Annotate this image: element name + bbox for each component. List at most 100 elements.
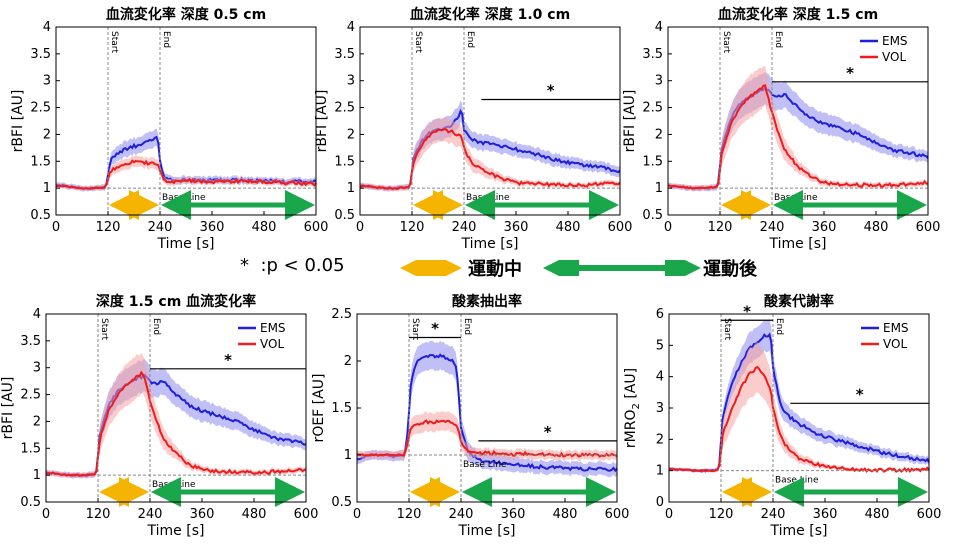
baseline-label: Base Line [152, 480, 196, 490]
significance-star: * [224, 351, 232, 369]
significance-star: * [547, 82, 555, 100]
y-tick-label: 2.5 [642, 101, 663, 116]
x-axis-label: Time [s] [157, 236, 215, 252]
x-tick-label: 240 [761, 507, 786, 522]
x-tick-label: 240 [148, 220, 173, 235]
x-tick-label: 480 [865, 507, 890, 522]
x-tick-label: 360 [813, 507, 838, 522]
y-tick-label: 2.5 [20, 388, 41, 403]
chart-panel-1: 血流変化率 深度 0.5 cm Start End Base Line 0 120 240 3… [10, 6, 328, 252]
y-axis-label: rBFI [AU] [622, 90, 638, 153]
baseline-label: Base Line [162, 193, 206, 203]
x-tick-label: 0 [52, 220, 60, 235]
y-axis-label: rOEF [AU] [311, 374, 327, 443]
y-tick-label: 2 [656, 432, 664, 447]
y-tick-label: 1 [43, 181, 51, 196]
start-label: Start [109, 31, 119, 53]
y-tick-label: 2 [43, 127, 51, 142]
after-arrow-legend [543, 260, 701, 276]
x-tick-label: 600 [916, 220, 941, 235]
y-tick-label: 1.5 [331, 401, 352, 416]
significance-star: * [743, 302, 751, 320]
legend-label-ems: EMS [883, 321, 909, 335]
series-band-vol [46, 352, 306, 479]
y-tick-label: 3.5 [30, 47, 51, 62]
during-exercise-label: 運動中 [468, 259, 522, 280]
plot-frame [359, 26, 621, 216]
significance-star: * [856, 385, 864, 403]
y-tick-label: 0.5 [331, 495, 352, 510]
x-axis-label: Time [s] [461, 236, 519, 252]
after-exercise-label: 運動後 [703, 259, 757, 280]
x-tick-label: 240 [760, 220, 785, 235]
start-label: Start [721, 31, 731, 53]
x-tick-label: 480 [252, 220, 277, 235]
x-tick-label: 0 [42, 507, 50, 522]
y-axis-label: rBFI [AU] [314, 90, 330, 153]
chart-title: 酸素代謝率 [764, 293, 834, 310]
series-line-vol [668, 366, 930, 473]
x-tick-label: 120 [708, 220, 733, 235]
end-label: End [774, 318, 784, 335]
legend-label-ems: EMS [260, 321, 286, 335]
y-tick-label: 2 [33, 414, 41, 429]
y-tick-label: 3 [655, 74, 663, 89]
during-arrow-legend [400, 260, 462, 276]
plot-frame [667, 26, 929, 216]
x-tick-label: 0 [665, 507, 673, 522]
y-tick-label: 0.5 [30, 208, 51, 223]
y-tick-label: 5 [656, 338, 664, 353]
y-tick-label: 1 [347, 181, 355, 196]
x-tick-label: 360 [190, 507, 215, 522]
baseline-label: Base Line [775, 476, 819, 486]
legend-label-vol: VOL [260, 337, 284, 351]
x-tick-label: 0 [353, 507, 361, 522]
significance-legend: * :p < 0.05 [240, 255, 345, 276]
y-tick-label: 1.5 [642, 154, 663, 169]
plot-frame [45, 313, 307, 503]
y-tick-label: 1 [656, 464, 664, 479]
plot-frame [55, 26, 317, 216]
end-label: End [773, 31, 783, 48]
y-tick-label: 3.5 [20, 334, 41, 349]
start-label: Start [99, 318, 109, 340]
y-tick-label: 3 [347, 74, 355, 89]
y-tick-label: 4 [347, 20, 355, 35]
significance-star: * [431, 320, 439, 338]
legend-label-ems: EMS [882, 34, 908, 48]
y-axis-label: rMRO2 [AU] [623, 368, 642, 448]
x-tick-label: 600 [608, 220, 633, 235]
significance-star: * [846, 64, 854, 82]
x-tick-label: 240 [138, 507, 163, 522]
y-tick-label: 6 [656, 307, 664, 322]
chart-title: 血流変化率 深度 0.5 cm [106, 6, 266, 23]
series-line-vol [56, 159, 317, 190]
chart-panel-5: 酸素抽出率 Start End Base Line * * 0 120 240 360 480 600… [311, 293, 629, 539]
y-tick-label: 1.5 [30, 154, 51, 169]
x-axis-label: Time [s] [769, 236, 827, 252]
y-tick-label: 3 [33, 361, 41, 376]
x-tick-label: 360 [501, 507, 526, 522]
chart-title: 血流変化率 深度 1.0 cm [410, 6, 570, 23]
x-tick-label: 240 [452, 220, 477, 235]
y-tick-label: 2 [344, 354, 352, 369]
x-tick-label: 600 [294, 507, 319, 522]
x-tick-label: 360 [812, 220, 837, 235]
x-tick-label: 480 [556, 220, 581, 235]
y-tick-label: 0.5 [20, 495, 41, 510]
y-tick-label: 2.5 [334, 101, 355, 116]
chart-title: 血流変化率 深度 1.5 cm [718, 6, 878, 23]
y-tick-label: 1 [33, 468, 41, 483]
baseline-label: Base Line [466, 193, 510, 203]
start-label: Start [410, 318, 420, 340]
series-line-vol [667, 84, 929, 190]
y-tick-label: 1 [344, 448, 352, 463]
legend-label-vol: VOL [882, 50, 906, 64]
x-tick-label: 600 [304, 220, 329, 235]
y-tick-label: 4 [655, 20, 663, 35]
series-band-ems [56, 128, 316, 192]
x-tick-label: 120 [86, 507, 111, 522]
